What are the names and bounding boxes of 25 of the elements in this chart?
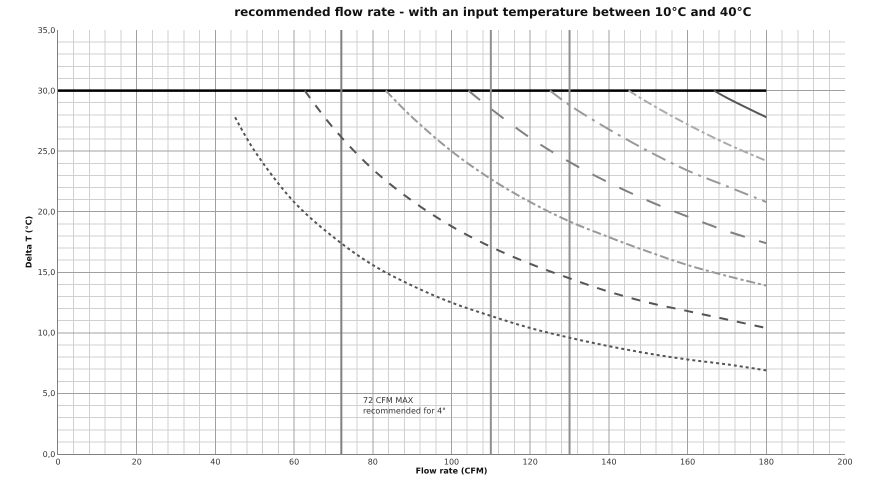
- annotation: 72 CFM MAX recommended for 4": [363, 396, 446, 416]
- x-tick-label: 140: [601, 458, 617, 467]
- x-tick-label: 200: [837, 458, 853, 467]
- y-tick-label: 35,0: [38, 26, 56, 35]
- y-tick-label: 15,0: [38, 268, 56, 278]
- line-series: [234, 116, 768, 372]
- y-axis-title: Delta T (°C): [24, 216, 34, 268]
- x-tick-label: 80: [368, 458, 378, 467]
- y-tick-label: 10,0: [38, 328, 56, 338]
- x-tick-label: 100: [444, 458, 460, 467]
- x-tick-label: 20: [132, 458, 142, 467]
- line-series: [467, 90, 768, 244]
- chart-title: recommended flow rate - with an input temperature between 10°C and 40°C: [234, 4, 752, 19]
- x-tick-label: 0: [55, 458, 61, 467]
- x-tick-label: 160: [680, 458, 696, 467]
- y-tick-label: 20,0: [38, 208, 56, 217]
- y-tick-label: 5,0: [42, 389, 56, 398]
- x-tick-label: 40: [210, 458, 220, 467]
- y-tick-label: 30,0: [38, 86, 56, 96]
- x-tick-label: 120: [522, 458, 538, 467]
- y-tick-label: 25,0: [38, 146, 56, 156]
- x-tick-label: 180: [758, 458, 774, 467]
- x-axis-title: Flow rate (CFM): [416, 466, 488, 476]
- x-tick-label: 60: [289, 458, 300, 467]
- y-tick-label: 0,0: [42, 450, 56, 459]
